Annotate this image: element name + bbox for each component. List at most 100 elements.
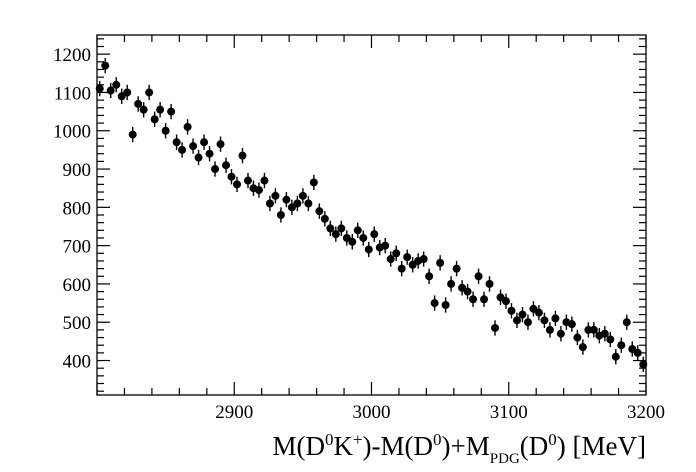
x-axis-title: M(D0K+)-M(D0)+MPDG(D0) [MeV] <box>272 430 646 467</box>
point-marker <box>584 325 593 334</box>
point-marker <box>189 142 198 151</box>
data-point <box>584 322 593 338</box>
data-point <box>606 331 615 348</box>
data-point <box>578 339 587 355</box>
point-marker <box>161 126 170 135</box>
data-point <box>447 276 456 292</box>
point-marker <box>348 237 357 246</box>
data-point <box>145 84 154 101</box>
point-marker <box>452 264 461 273</box>
point-marker <box>298 191 307 200</box>
y-tick-label: 1200 <box>53 45 91 66</box>
data-point <box>200 134 209 150</box>
point-marker <box>512 316 521 325</box>
point-marker <box>611 352 620 361</box>
point-marker <box>194 153 203 162</box>
data-point <box>551 310 560 327</box>
data-point <box>485 276 494 292</box>
data-point <box>430 295 439 311</box>
point-marker <box>463 287 472 296</box>
y-tick-label: 600 <box>63 275 92 296</box>
data-point <box>502 293 511 309</box>
data-point <box>276 207 285 223</box>
point-marker <box>551 314 560 323</box>
point-marker <box>134 99 143 108</box>
data-point <box>106 82 115 99</box>
data-point <box>331 226 340 242</box>
point-marker <box>573 333 582 342</box>
data-point <box>523 314 532 330</box>
point-marker <box>545 325 554 334</box>
data-point <box>315 203 324 219</box>
point-marker <box>441 301 450 309</box>
data-point <box>392 245 401 261</box>
data-point <box>353 222 362 238</box>
y-tick-label: 500 <box>63 313 92 334</box>
point-marker <box>364 245 373 254</box>
data-point <box>271 188 280 204</box>
point-marker <box>178 145 187 154</box>
data-point <box>381 237 390 254</box>
data-point <box>507 303 516 319</box>
data-point <box>633 345 642 361</box>
data-point <box>265 195 274 212</box>
data-point <box>156 102 165 118</box>
point-marker <box>392 249 401 258</box>
x-tick-label: 2900 <box>215 402 253 423</box>
point-marker <box>276 211 285 219</box>
data-point <box>227 169 236 185</box>
point-marker <box>425 272 434 281</box>
point-marker <box>480 295 489 304</box>
data-point <box>474 268 483 284</box>
point-marker <box>128 130 137 139</box>
point-marker <box>260 176 269 185</box>
data-point <box>189 138 198 154</box>
data-point <box>222 157 231 173</box>
x-tick-labels: 2900 3000 3100 3200 <box>215 402 665 423</box>
point-marker <box>200 138 209 147</box>
point-marker <box>211 165 220 174</box>
data-point <box>337 220 346 237</box>
data-point <box>216 136 225 152</box>
point-marker <box>320 214 329 223</box>
data-point <box>534 305 543 321</box>
y-tick-label: 700 <box>63 237 92 258</box>
point-marker <box>589 325 598 334</box>
point-marker <box>106 86 115 95</box>
data-point <box>480 291 489 307</box>
data-point <box>183 119 192 135</box>
point-marker <box>622 318 631 327</box>
data-point <box>622 314 631 330</box>
data-point <box>282 192 291 208</box>
data-point <box>518 306 527 323</box>
point-marker <box>95 84 104 93</box>
point-marker <box>419 255 428 264</box>
data-point <box>370 226 379 242</box>
data-point <box>617 337 626 353</box>
point-marker <box>600 329 609 338</box>
data-point <box>425 268 434 284</box>
data-point <box>573 329 582 346</box>
point-marker <box>540 316 549 325</box>
data-point <box>556 326 565 342</box>
data-point <box>123 84 132 101</box>
data-point <box>260 172 269 189</box>
point-marker <box>150 115 159 124</box>
data-point <box>386 251 395 267</box>
point-marker <box>101 61 110 70</box>
y-tick-labels: 400 500 600 700 800 900 1000 1100 1200 <box>53 45 91 372</box>
point-marker <box>567 320 576 329</box>
data-point <box>611 349 620 365</box>
point-marker <box>523 318 532 327</box>
data-point <box>243 172 252 189</box>
data-point <box>600 326 609 342</box>
data-point <box>441 297 450 313</box>
y-tick-label: 1000 <box>53 122 91 143</box>
y-tick-label: 900 <box>63 160 92 181</box>
data-point <box>150 111 159 127</box>
y-tick-label: 800 <box>63 198 92 219</box>
data-point <box>326 220 335 237</box>
data-point <box>320 211 329 227</box>
data-point <box>589 322 598 338</box>
